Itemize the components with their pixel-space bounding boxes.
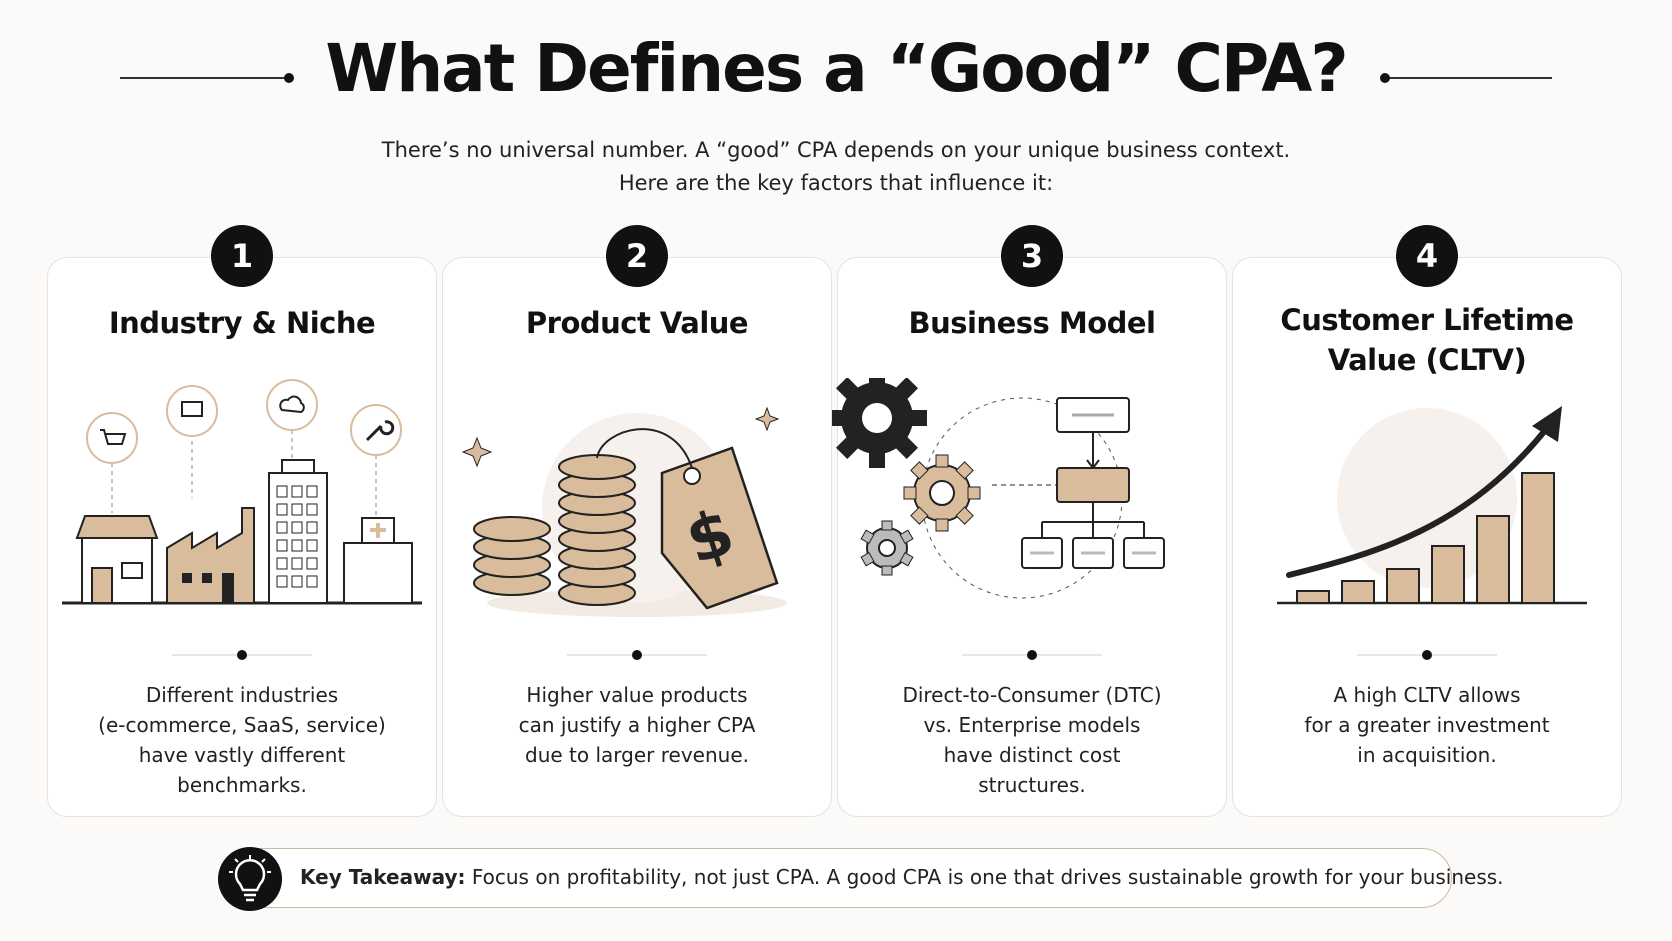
divider: [567, 650, 707, 660]
description-line: A high CLTV allows: [1333, 683, 1521, 707]
factor-number: 2: [606, 225, 668, 287]
description-line: Higher value products: [526, 683, 748, 707]
factor-number: 4: [1396, 225, 1458, 287]
illustration: $: [461, 406, 787, 617]
illustration: [832, 378, 1165, 599]
description-line: Different industries: [145, 683, 339, 707]
description-line: for a greater investment: [1304, 713, 1550, 737]
card-title: Industry & Niche: [108, 306, 376, 340]
card-title: Business Model: [908, 306, 1156, 340]
card-title: Product Value: [525, 306, 749, 340]
description-line: can justify a higher CPA: [518, 713, 756, 737]
card-title: Customer Lifetime Value (CLTV): [1280, 303, 1574, 377]
description-line: vs. Enterprise models: [923, 713, 1141, 737]
description-line: Direct-to-Consumer (DTC): [902, 683, 1162, 707]
illustration: [1277, 406, 1587, 605]
subtitle: There’s no universal number. A “good” CP…: [381, 138, 1291, 162]
takeaway-text: Focus on profitability, not just CPA. A …: [471, 865, 1504, 889]
description-line: have distinct cost: [943, 743, 1121, 767]
illustration: [62, 379, 422, 605]
takeaway-label: Key Takeaway:: [300, 865, 466, 889]
factor-number: 3: [1001, 225, 1063, 287]
factor-number: 1: [211, 225, 273, 287]
divider: [962, 650, 1102, 660]
description-line: (e-commerce, SaaS, service): [98, 713, 386, 737]
subtitle: Here are the key factors that influence …: [618, 171, 1054, 195]
description-line: structures.: [978, 773, 1086, 797]
description-line: due to larger revenue.: [525, 743, 749, 767]
description-line: in acquisition.: [1357, 743, 1497, 767]
divider: [1357, 650, 1497, 660]
takeaway: Key Takeaway: Focus on profitability, no…: [300, 865, 1504, 889]
divider: [172, 650, 312, 660]
title: What Defines a “Good” CPA?: [325, 30, 1348, 107]
description-line: benchmarks.: [177, 773, 307, 797]
description-line: have vastly different: [138, 743, 346, 767]
takeaway-bar: [225, 848, 1452, 908]
